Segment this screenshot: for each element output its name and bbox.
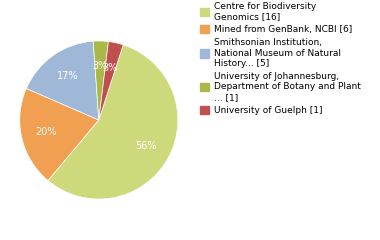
Wedge shape: [93, 41, 108, 120]
Wedge shape: [26, 41, 99, 120]
Wedge shape: [20, 89, 99, 180]
Text: 56%: 56%: [135, 141, 157, 151]
Text: 17%: 17%: [57, 71, 79, 81]
Wedge shape: [48, 45, 178, 199]
Text: 3%: 3%: [93, 61, 108, 71]
Legend: Centre for Biodiversity
Genomics [16], Mined from GenBank, NCBI [6], Smithsonian: Centre for Biodiversity Genomics [16], M…: [198, 0, 363, 117]
Text: 20%: 20%: [36, 127, 57, 137]
Text: 3%: 3%: [103, 63, 118, 72]
Wedge shape: [99, 42, 123, 120]
